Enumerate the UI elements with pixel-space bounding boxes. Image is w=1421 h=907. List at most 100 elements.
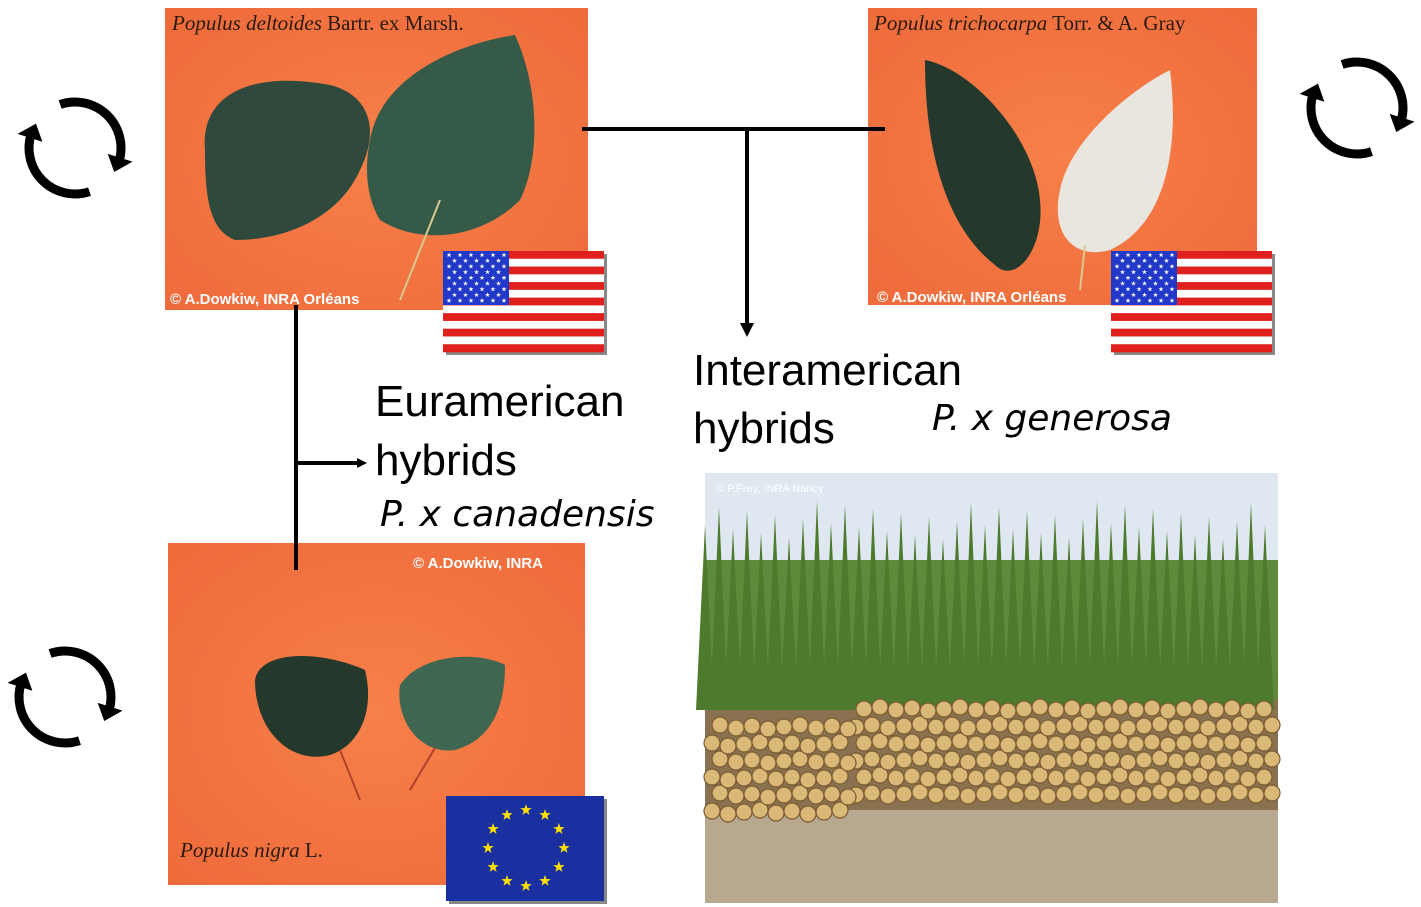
tree xyxy=(724,529,742,710)
tree xyxy=(1200,517,1218,710)
log xyxy=(1239,770,1257,788)
log xyxy=(1223,767,1241,785)
hybrid-kind: hybrids xyxy=(693,404,835,453)
stripe xyxy=(443,258,604,267)
log xyxy=(815,769,833,787)
stripe xyxy=(443,336,604,345)
star xyxy=(1131,292,1136,297)
log xyxy=(1167,752,1185,770)
star xyxy=(1158,298,1164,303)
cycle-arc xyxy=(1306,92,1373,159)
log xyxy=(1087,752,1105,770)
log xyxy=(767,736,785,754)
log xyxy=(831,801,849,819)
log xyxy=(1199,753,1217,771)
stripe xyxy=(443,305,604,314)
star xyxy=(1120,280,1125,286)
log xyxy=(727,719,745,737)
cycle-arc xyxy=(1340,57,1408,123)
log xyxy=(1055,785,1073,803)
star xyxy=(468,298,474,303)
star xyxy=(501,286,507,292)
log xyxy=(879,787,897,805)
star xyxy=(539,874,551,886)
log xyxy=(895,751,913,769)
star xyxy=(1169,286,1175,292)
cycle-arc xyxy=(24,132,91,199)
log xyxy=(879,753,897,771)
star xyxy=(501,275,507,280)
star xyxy=(446,263,452,269)
star xyxy=(1147,263,1153,269)
log xyxy=(727,753,745,771)
log xyxy=(959,719,977,737)
log xyxy=(1167,718,1185,736)
log xyxy=(1183,716,1201,734)
log xyxy=(1167,786,1185,804)
tree xyxy=(850,527,868,710)
star xyxy=(474,280,479,286)
stripe xyxy=(443,282,604,291)
stripe xyxy=(1111,282,1272,291)
log xyxy=(735,735,753,753)
star xyxy=(1125,298,1131,303)
log xyxy=(1103,750,1121,768)
stripe xyxy=(443,251,604,260)
log xyxy=(719,737,737,755)
log xyxy=(1047,701,1065,719)
stripe xyxy=(443,274,604,283)
tree xyxy=(878,531,896,710)
log xyxy=(735,769,753,787)
log xyxy=(887,769,905,787)
log xyxy=(1079,736,1097,754)
log xyxy=(1255,700,1273,718)
tree xyxy=(1256,525,1274,710)
star xyxy=(1147,275,1153,280)
star xyxy=(457,263,463,269)
log xyxy=(887,735,905,753)
log xyxy=(1111,698,1129,716)
star xyxy=(468,286,474,292)
log xyxy=(1175,768,1193,786)
log xyxy=(1047,735,1065,753)
us-flag xyxy=(1111,251,1275,355)
tree xyxy=(948,521,966,710)
star xyxy=(485,269,490,275)
log xyxy=(1143,733,1161,751)
species-label: Populus deltoides Bartr. ex Marsh. xyxy=(171,11,464,35)
tree xyxy=(738,511,756,710)
cycle-arc xyxy=(14,681,81,748)
tree xyxy=(1018,511,1036,710)
log xyxy=(1119,719,1137,737)
star xyxy=(1164,292,1169,297)
log xyxy=(903,767,921,785)
star xyxy=(1158,286,1164,292)
log xyxy=(1159,770,1177,788)
stripe xyxy=(443,297,604,306)
tree xyxy=(1074,519,1092,710)
tree xyxy=(864,509,882,710)
stripe xyxy=(443,313,604,322)
log xyxy=(1135,785,1153,803)
log xyxy=(783,768,801,786)
log xyxy=(823,751,841,769)
tree xyxy=(1004,529,1022,710)
log xyxy=(1095,700,1113,718)
log xyxy=(759,754,777,772)
tree xyxy=(1186,535,1204,710)
log xyxy=(1143,699,1161,717)
log xyxy=(1175,700,1193,718)
cycle-icon xyxy=(17,97,133,199)
star xyxy=(1153,280,1158,286)
log xyxy=(975,785,993,803)
nigra-image: Populus nigra L. © A.Dowkiw, INRA xyxy=(168,543,585,885)
star xyxy=(1169,263,1175,269)
log xyxy=(831,767,849,785)
star xyxy=(496,258,501,263)
tree xyxy=(934,539,952,710)
author: Bartr. ex Marsh. xyxy=(327,11,463,35)
log xyxy=(863,750,881,768)
tree xyxy=(752,533,770,710)
log xyxy=(727,787,745,805)
